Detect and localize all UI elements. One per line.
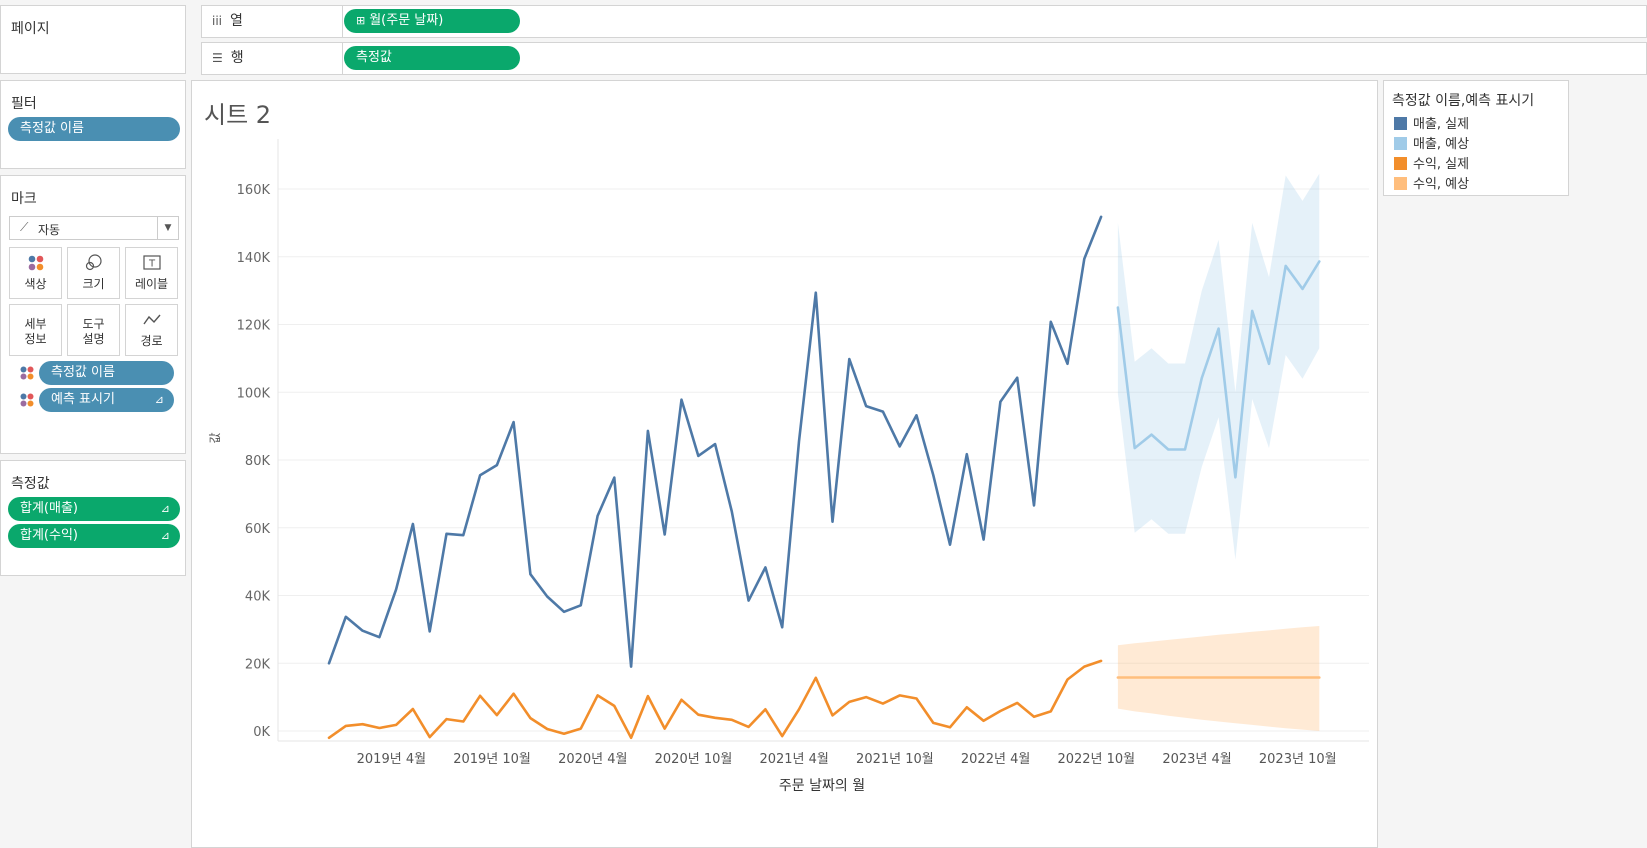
measure-values-title: 측정값 (11, 476, 50, 492)
mark-type-dropdown[interactable]: ⟋ 자동 ▼ (9, 216, 179, 240)
y-tick-label: 120K (237, 319, 271, 334)
view-panel: 시트 2 0K 20K 40K 60K 80K 100K 120K 140K 160K 2019년… (191, 80, 1378, 848)
rows-shelf: ☰ 행 측정값 (201, 42, 1647, 75)
y-tick-label: 0K (253, 725, 270, 740)
filter-pill-measure-names[interactable]: 측정값 이름 (8, 117, 180, 141)
rows-shelf-label: ☰ 행 (201, 42, 343, 75)
forecast-band-sales-estimate (1117, 173, 1320, 560)
measure-pill-sum-sales[interactable]: 합계(매출) ⊿ (8, 497, 180, 521)
marks-color-card[interactable]: 색상 (9, 247, 62, 299)
filters-title: 필터 (11, 96, 37, 112)
columns-pill-month-order-date[interactable]: ⊞ 월(주문 날짜) (344, 9, 520, 33)
columns-icon: iii (212, 14, 223, 28)
x-tick-label: 2021년 10월 (856, 752, 934, 767)
path-icon (126, 311, 177, 331)
y-tick-label: 140K (237, 251, 271, 266)
legend-swatch (1394, 137, 1407, 150)
columns-shelf-label: iii 열 (201, 5, 343, 38)
mark-type-label: 자동 (38, 223, 61, 237)
x-tick-label: 2023년 4월 (1162, 752, 1231, 767)
legend-item-profit-actual[interactable]: 수익, 실제 (1394, 155, 1469, 175)
forecast-icon: ⊿ (154, 393, 164, 406)
x-tick-label: 2020년 10월 (655, 752, 733, 767)
marks-pill-measure-names[interactable]: 측정값 이름 (39, 361, 174, 385)
pages-title: 페이지 (11, 21, 50, 37)
color-dots-icon (19, 365, 35, 385)
y-tick-label: 40K (245, 590, 271, 605)
series-line-sales-actual (327, 215, 1103, 668)
forecast-icon: ⊿ (160, 502, 170, 515)
legend-swatch (1394, 157, 1407, 170)
x-tick-label: 2023년 10월 (1259, 752, 1337, 767)
y-axis-title: 값 (208, 432, 222, 443)
x-tick-label: 2022년 4월 (961, 752, 1030, 767)
x-tick-label: 2019년 10월 (453, 752, 531, 767)
label-icon: T (126, 254, 177, 274)
pages-panel: 페이지 (0, 5, 186, 74)
x-tick-label: 2019년 4월 (357, 752, 426, 767)
line-mark-icon: ⟋ (20, 220, 29, 234)
rows-icon: ☰ (212, 51, 223, 65)
marks-panel: 마크 ⟋ 자동 ▼ 색상 크기 T 레이블 세부 정보 도구 설명 경로 측정값 (0, 175, 186, 454)
legend-item-sales-estimate[interactable]: 매출, 예상 (1394, 135, 1469, 155)
y-tick-label: 100K (237, 386, 271, 401)
y-tick-label: 160K (237, 183, 271, 198)
line-chart[interactable]: 0K 20K 40K 60K 80K 100K 120K 140K 160K 2019년 4월 20… (192, 81, 1377, 847)
y-tick-label: 20K (245, 657, 271, 672)
marks-label-card[interactable]: T 레이블 (125, 247, 178, 299)
legend-panel: 측정값 이름,예측 표시기 매출, 실제 매출, 예상 수익, 실제 수익, 예… (1383, 80, 1569, 196)
measure-values-panel: 측정값 합계(매출) ⊿ 합계(수익) ⊿ (0, 460, 186, 576)
x-tick-label: 2020년 4월 (558, 752, 627, 767)
legend-title: 측정값 이름,예측 표시기 (1392, 93, 1535, 109)
columns-shelf: iii 열 ⊞ 월(주문 날짜) (201, 5, 1647, 38)
rows-drop-area[interactable]: 측정값 (343, 42, 1647, 75)
plus-box-icon[interactable]: ⊞ (356, 14, 366, 27)
marks-size-card[interactable]: 크기 (67, 247, 120, 299)
dropdown-arrow[interactable]: ▼ (157, 217, 178, 239)
svg-text:T: T (147, 259, 155, 270)
legend-item-profit-estimate[interactable]: 수익, 예상 (1394, 175, 1469, 195)
color-icon (10, 254, 61, 274)
size-icon (68, 254, 119, 274)
color-dots-icon (19, 392, 35, 412)
marks-pill-forecast-indicator[interactable]: 예측 표시기 ⊿ (39, 388, 174, 412)
y-tick-label: 60K (245, 522, 271, 537)
y-tick-label: 80K (245, 454, 271, 469)
series-line-sales-estimate (1116, 260, 1321, 479)
marks-title: 마크 (11, 191, 37, 207)
measure-pill-sum-profit[interactable]: 합계(수익) ⊿ (8, 524, 180, 548)
columns-drop-area[interactable]: ⊞ 월(주문 날짜) (343, 5, 1647, 38)
forecast-icon: ⊿ (160, 529, 170, 542)
marks-path-card[interactable]: 경로 (125, 304, 178, 356)
x-tick-label: 2021년 4월 (759, 752, 828, 767)
rows-pill-measure-values[interactable]: 측정값 (344, 46, 520, 70)
series-line-profit-actual (327, 659, 1103, 740)
legend-item-sales-actual[interactable]: 매출, 실제 (1394, 115, 1469, 135)
detail-icon: 세부 정보 (24, 317, 47, 346)
x-axis-title: 주문 날짜의 월 (779, 778, 865, 794)
filters-panel: 필터 측정값 이름 (0, 80, 186, 169)
marks-detail-card[interactable]: 세부 정보 (9, 304, 62, 356)
sheet-title: 시트 2 (204, 101, 272, 129)
marks-tooltip-card[interactable]: 도구 설명 (67, 304, 120, 356)
legend-swatch (1394, 117, 1407, 130)
tooltip-icon: 도구 설명 (82, 317, 105, 346)
x-tick-label: 2022년 10월 (1057, 752, 1135, 767)
legend-swatch (1394, 177, 1407, 190)
